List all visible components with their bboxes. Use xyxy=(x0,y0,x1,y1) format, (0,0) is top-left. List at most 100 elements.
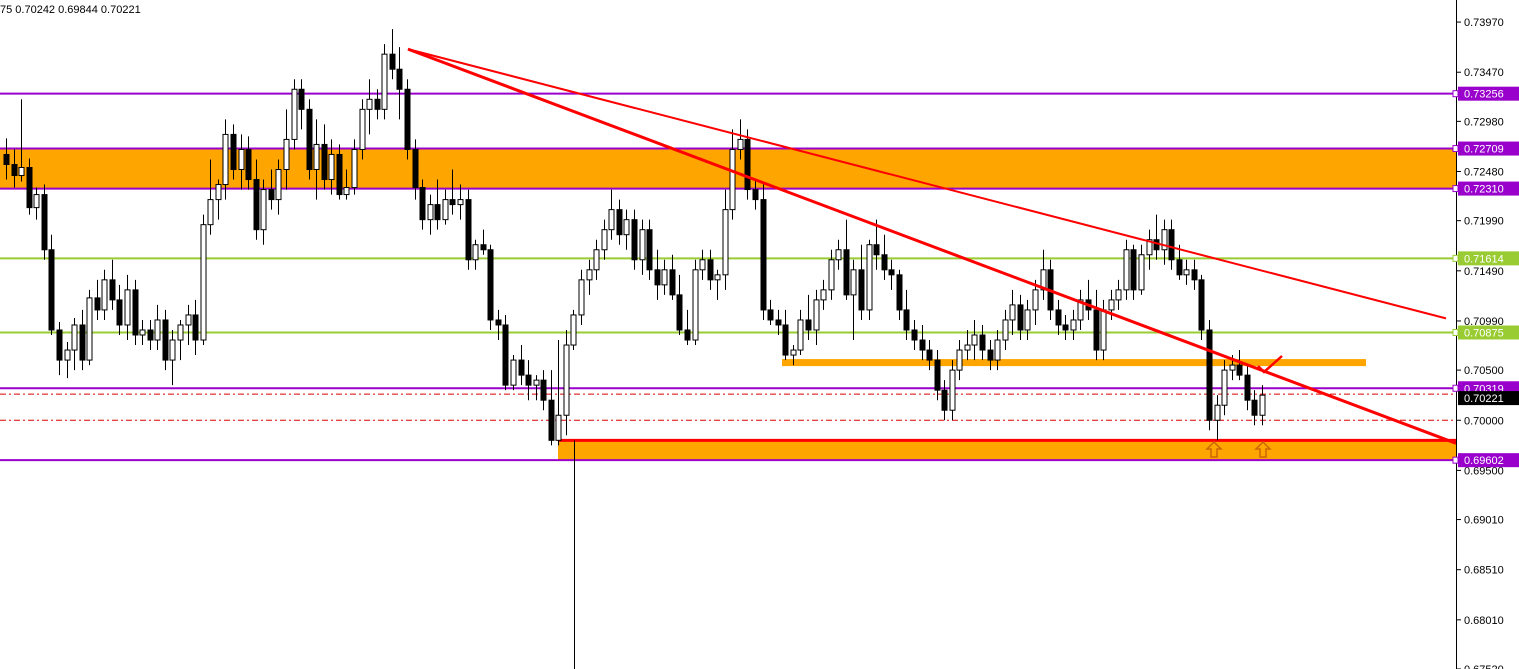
candle-body xyxy=(707,259,714,281)
candle-body xyxy=(1108,299,1115,311)
candle-body xyxy=(964,344,971,351)
candle-body xyxy=(835,249,842,261)
candle-body xyxy=(343,187,350,196)
candle-body xyxy=(797,319,804,351)
candle-body xyxy=(1244,374,1251,401)
candle-body xyxy=(86,297,93,361)
candle-body xyxy=(1138,254,1145,291)
candle-body xyxy=(351,148,358,189)
tick-label: 0.67520 xyxy=(1464,664,1504,669)
tick-label: 0.71490 xyxy=(1464,266,1504,278)
candle-body xyxy=(1229,364,1236,371)
candle-body xyxy=(1130,249,1137,291)
candle-body xyxy=(1070,319,1077,331)
candle-body xyxy=(525,374,532,386)
candle-body xyxy=(11,163,18,177)
trendline-shallow xyxy=(407,48,1447,320)
candle-body xyxy=(858,269,865,311)
candle-body xyxy=(230,133,237,171)
candle-body xyxy=(192,314,199,341)
tick-label: 0.73970 xyxy=(1464,17,1504,29)
candle-body xyxy=(26,167,33,209)
candle-body xyxy=(593,249,600,271)
zones-layer xyxy=(0,148,1456,461)
candle-body xyxy=(18,167,25,177)
candle-body xyxy=(760,199,767,311)
candle-body xyxy=(971,334,978,346)
candle-body xyxy=(775,319,782,326)
price-tag xyxy=(1458,86,1519,101)
candle-body xyxy=(162,319,169,361)
candle-body xyxy=(956,349,963,371)
candle-body xyxy=(1236,364,1243,376)
candle-body xyxy=(185,314,192,326)
candle-body xyxy=(169,339,176,361)
candle-body xyxy=(472,244,479,261)
candle-body xyxy=(502,324,509,386)
candle-body xyxy=(586,269,593,281)
candle-body xyxy=(1221,369,1228,406)
candle-body xyxy=(41,194,48,251)
candle-body xyxy=(222,133,229,186)
candle-body xyxy=(132,289,139,336)
candle-body xyxy=(1214,404,1221,421)
candle-body xyxy=(207,199,214,226)
candle-body xyxy=(987,349,994,361)
candle-body xyxy=(654,269,661,286)
candle-body xyxy=(623,219,630,236)
price-axis: 0.73970 0.73470 0.72980 0.72480 0.71990 0.714… xyxy=(1452,0,1519,669)
price-tag-label: 0.73256 xyxy=(1464,89,1504,101)
price-tag-label: 0.69602 xyxy=(1464,455,1504,467)
candle-body xyxy=(139,329,146,336)
candle-body xyxy=(729,148,736,211)
candle-body xyxy=(714,274,721,281)
trendlines-layer xyxy=(407,47,1457,445)
candle-body xyxy=(283,138,290,171)
candle-body xyxy=(1062,324,1069,331)
tick-label: 0.69500 xyxy=(1464,465,1504,477)
candle-body xyxy=(291,88,298,140)
candle-body xyxy=(33,194,40,209)
candle-body xyxy=(646,229,653,271)
candle-body xyxy=(820,289,827,301)
candle-body xyxy=(1206,329,1213,421)
candle-body xyxy=(366,98,373,110)
candle-body xyxy=(321,143,328,181)
candle-body xyxy=(548,399,555,441)
tick-label: 0.72980 xyxy=(1464,116,1504,128)
price-tag-label: 0.72310 xyxy=(1464,184,1504,196)
tick-label: 0.71990 xyxy=(1464,216,1504,228)
candle-body xyxy=(1198,279,1205,331)
candle-body xyxy=(359,108,366,150)
candle-body xyxy=(979,334,986,351)
tick-label: 0.69010 xyxy=(1464,515,1504,527)
support-zone xyxy=(558,440,1456,461)
candle-body xyxy=(1100,309,1107,351)
candle-body xyxy=(888,269,895,276)
candles-layer xyxy=(3,29,1266,669)
current-price-tag xyxy=(1458,391,1519,406)
candle-body xyxy=(676,294,683,331)
level-anchor xyxy=(1452,254,1459,262)
candle-body xyxy=(434,204,441,221)
candle-body xyxy=(419,187,426,221)
candle-body xyxy=(578,279,585,316)
tick-label: 0.70500 xyxy=(1464,365,1504,377)
candle-body xyxy=(1123,249,1130,291)
candle-body xyxy=(313,143,320,171)
candle-body xyxy=(298,88,305,110)
candle-body xyxy=(934,359,941,391)
price-tag xyxy=(1458,325,1519,340)
candle-body xyxy=(805,319,812,331)
candle-body xyxy=(56,329,63,361)
candle-body xyxy=(903,309,910,331)
candle-body xyxy=(79,324,86,361)
check-mark-icon xyxy=(1257,355,1283,374)
candle-body xyxy=(737,138,744,150)
up-arrow-icon xyxy=(1254,440,1272,458)
candle-body xyxy=(1251,399,1258,416)
candle-body xyxy=(1017,304,1024,331)
candle-body xyxy=(896,274,903,311)
candle-body xyxy=(260,189,267,231)
